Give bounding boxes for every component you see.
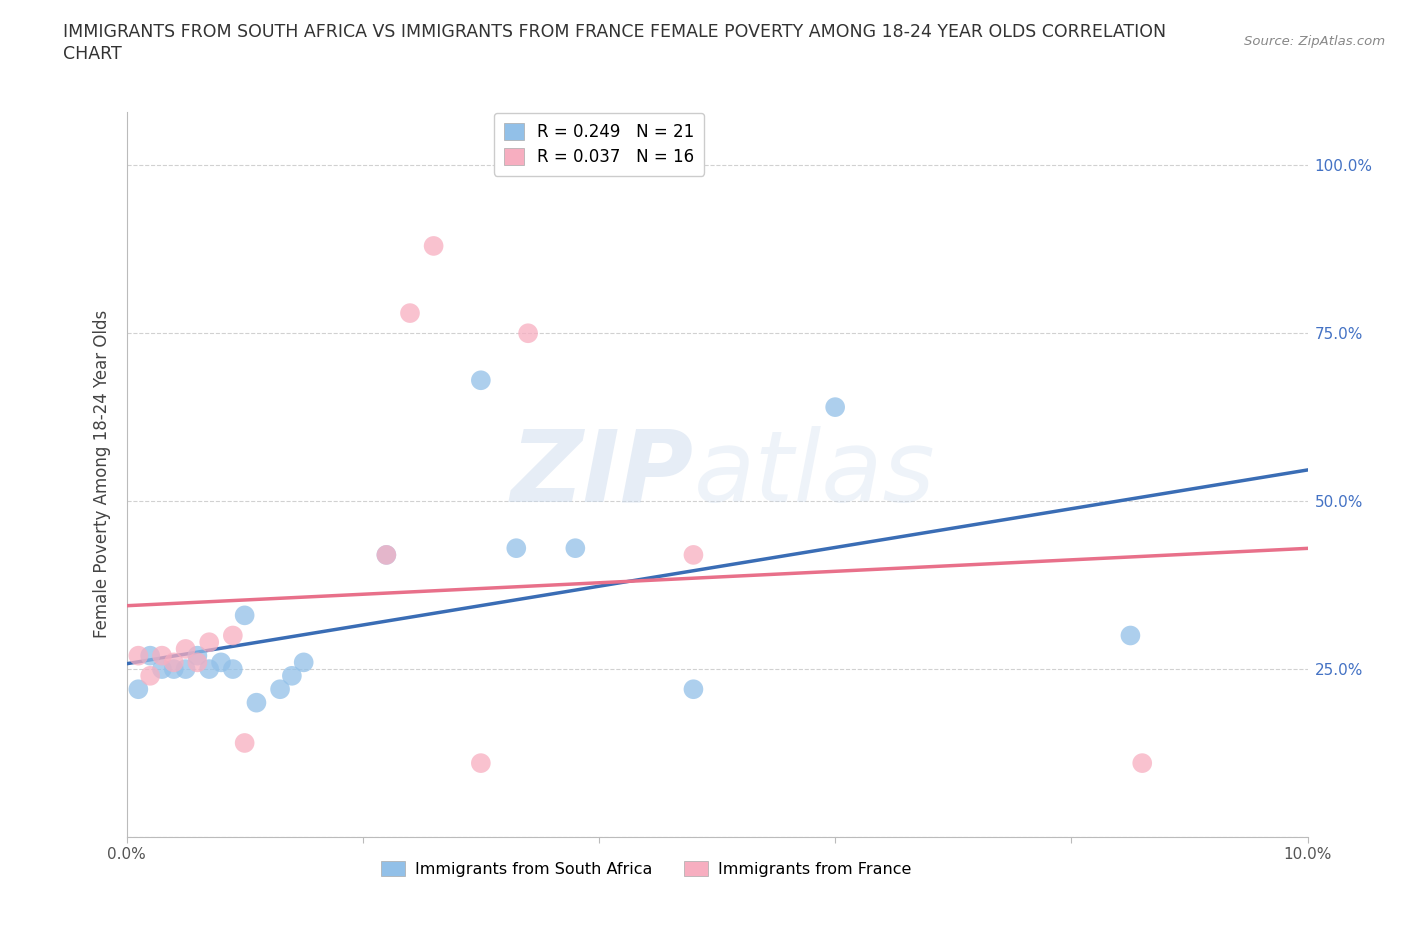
Point (824, 400, 846, 415)
Point (470, 756, 492, 771)
Point (186, 655, 208, 670)
Point (245, 696, 267, 711)
Point (127, 648, 149, 663)
Point (198, 635, 221, 650)
Point (505, 540, 527, 555)
Point (281, 669, 304, 684)
Point (139, 669, 162, 684)
Legend: Immigrants from South Africa, Immigrants from France: Immigrants from South Africa, Immigrants… (375, 855, 918, 884)
Point (233, 608, 256, 623)
Point (564, 540, 586, 555)
Point (127, 682, 149, 697)
Point (470, 373, 492, 388)
Text: ZIP: ZIP (510, 426, 693, 523)
Point (150, 661, 173, 676)
Point (209, 655, 232, 670)
Point (422, 238, 444, 253)
Text: Source: ZipAtlas.com: Source: ZipAtlas.com (1244, 35, 1385, 48)
Point (174, 642, 197, 657)
Point (150, 648, 173, 663)
Point (163, 655, 186, 670)
Point (682, 682, 704, 697)
Point (222, 628, 245, 643)
Point (269, 682, 291, 697)
Point (222, 661, 245, 676)
Point (174, 661, 197, 676)
Point (375, 548, 398, 563)
Text: atlas: atlas (693, 426, 935, 523)
Point (292, 655, 315, 670)
Point (198, 661, 221, 676)
Text: IMMIGRANTS FROM SOUTH AFRICA VS IMMIGRANTS FROM FRANCE FEMALE POVERTY AMONG 18-2: IMMIGRANTS FROM SOUTH AFRICA VS IMMIGRAN… (63, 23, 1167, 41)
Text: CHART: CHART (63, 45, 122, 62)
Point (517, 326, 540, 340)
Point (375, 548, 398, 563)
Point (233, 736, 256, 751)
Point (682, 548, 704, 563)
Point (186, 648, 208, 663)
Point (399, 306, 422, 321)
Point (163, 661, 186, 676)
Point (1130, 756, 1153, 771)
Point (1119, 628, 1142, 643)
Y-axis label: Female Poverty Among 18-24 Year Olds: Female Poverty Among 18-24 Year Olds (93, 311, 111, 638)
Point (139, 648, 162, 663)
